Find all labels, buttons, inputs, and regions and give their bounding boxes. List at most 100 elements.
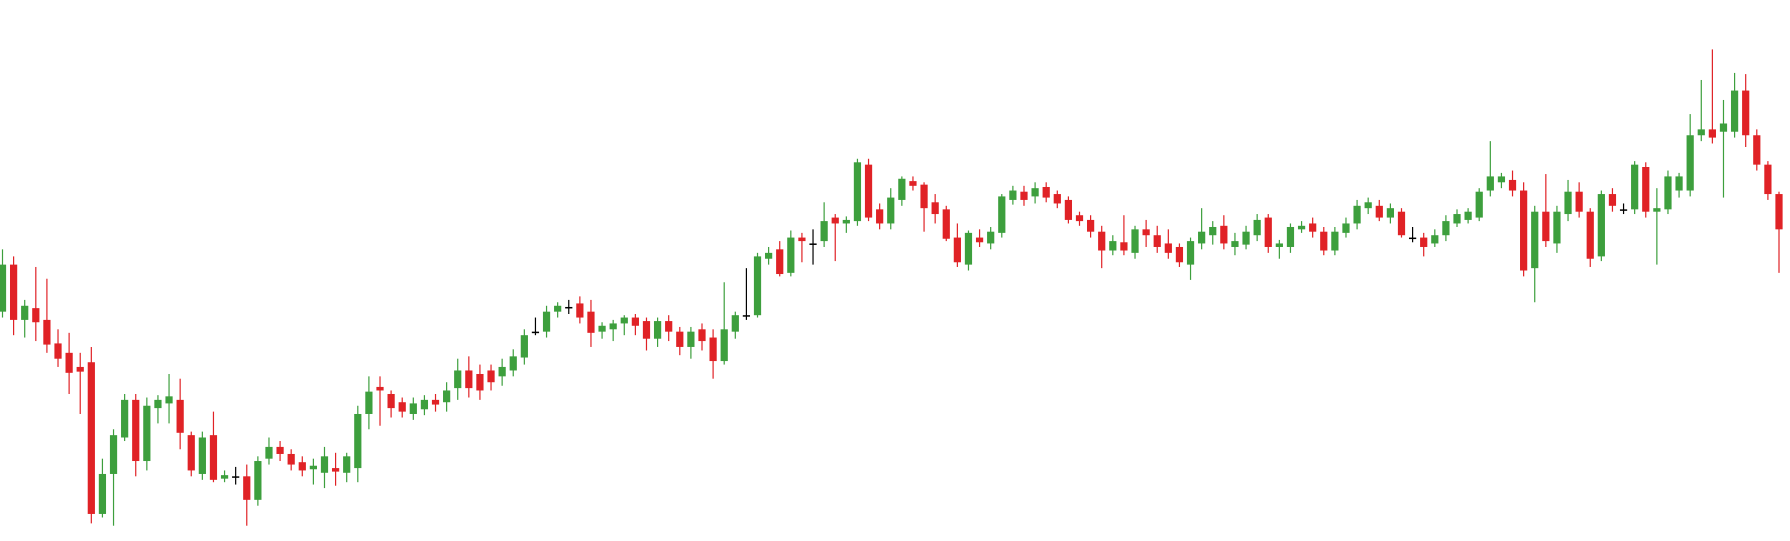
candle-body [831, 217, 839, 224]
candle-body [1109, 241, 1117, 251]
candle-body [1342, 223, 1350, 233]
candle-body [1520, 190, 1528, 271]
candle-body [642, 321, 651, 339]
candle-body [109, 435, 118, 474]
candle-body [1064, 199, 1073, 220]
candle-body [1331, 231, 1339, 251]
candle-body [1297, 225, 1306, 230]
candle-body [1775, 194, 1783, 230]
candle-body [1220, 225, 1228, 244]
candle-body [387, 393, 395, 409]
candle-body [1320, 231, 1328, 251]
candle-body [520, 335, 528, 358]
candle-body [820, 221, 828, 242]
candle-body [1131, 229, 1139, 253]
candle-body [809, 243, 817, 245]
candle-body [1675, 176, 1683, 191]
candle-body [542, 311, 551, 332]
candle-body [1020, 191, 1028, 200]
candle-body [1153, 235, 1161, 247]
candle-body [720, 329, 728, 362]
candle-body [687, 331, 695, 347]
candle-body [576, 303, 584, 318]
candle-body [376, 386, 384, 391]
candle-body [465, 370, 473, 389]
candle-body [1231, 241, 1239, 247]
candle-body [243, 476, 251, 500]
candle-body [609, 323, 617, 330]
candle-body [776, 249, 784, 275]
candle-body [1730, 90, 1739, 132]
candle-body [1120, 242, 1128, 251]
candle-body [1408, 237, 1417, 240]
candle-body [565, 306, 573, 309]
candle-body [21, 305, 29, 320]
candle-body [87, 362, 95, 514]
candle-body [853, 162, 862, 222]
candle-body [1575, 191, 1583, 212]
candle-body [765, 252, 773, 259]
candle-body [1497, 176, 1506, 183]
candle-body [1475, 191, 1483, 218]
candle-body [1719, 123, 1728, 132]
candle-body [476, 373, 484, 391]
candle-body [121, 399, 129, 438]
candle-body [65, 352, 73, 373]
candle-body [742, 315, 751, 317]
candle-body [1075, 215, 1084, 222]
candle-body [753, 256, 762, 316]
candle-body [320, 456, 329, 473]
candle-body [287, 453, 295, 465]
candle-body [454, 370, 462, 389]
candle-body [254, 461, 262, 500]
candle-body [1431, 235, 1439, 244]
candle-body [1564, 191, 1572, 215]
candle-body [498, 366, 506, 377]
candle-body [1286, 226, 1295, 247]
candle-body [220, 475, 229, 479]
candle-body [698, 329, 706, 342]
candle-body [842, 219, 850, 224]
candle-body [975, 237, 984, 243]
candle-body [1053, 194, 1061, 204]
candle-body [1397, 211, 1406, 236]
candle-body [1742, 90, 1750, 136]
candle-body [420, 399, 429, 410]
candle-body [598, 325, 606, 332]
candle-body [276, 446, 284, 454]
candle-body [9, 264, 18, 320]
candle-body [709, 337, 717, 362]
candle-body [1508, 179, 1517, 191]
candle-body [331, 468, 340, 472]
candle-body [876, 209, 884, 224]
candle-body [0, 264, 7, 312]
candle-body [631, 317, 639, 326]
candle-body [1164, 243, 1172, 253]
candle-body [998, 196, 1006, 233]
candle-body [1442, 221, 1450, 236]
candle-body [665, 321, 673, 332]
candle-body [232, 476, 240, 478]
candle-body [198, 437, 206, 474]
candle-body [265, 446, 273, 459]
candle-body [1420, 237, 1428, 247]
candle-body [209, 435, 218, 480]
candle-body [909, 181, 917, 186]
candle-body [731, 315, 739, 332]
candle-body [1198, 231, 1206, 244]
candle-body [676, 331, 684, 347]
candle-body [1209, 226, 1217, 236]
candle-body [653, 321, 662, 339]
candle-body [43, 319, 51, 345]
candle-body [554, 305, 562, 312]
candle-body [176, 399, 184, 433]
candle-body [398, 402, 406, 412]
candle-body [1353, 205, 1361, 224]
candle-body [931, 202, 939, 215]
candle-body [431, 399, 440, 405]
candle-body [1686, 135, 1694, 191]
candle-body [1653, 208, 1661, 212]
candle-body [1364, 202, 1372, 209]
candle-body [1264, 217, 1272, 247]
